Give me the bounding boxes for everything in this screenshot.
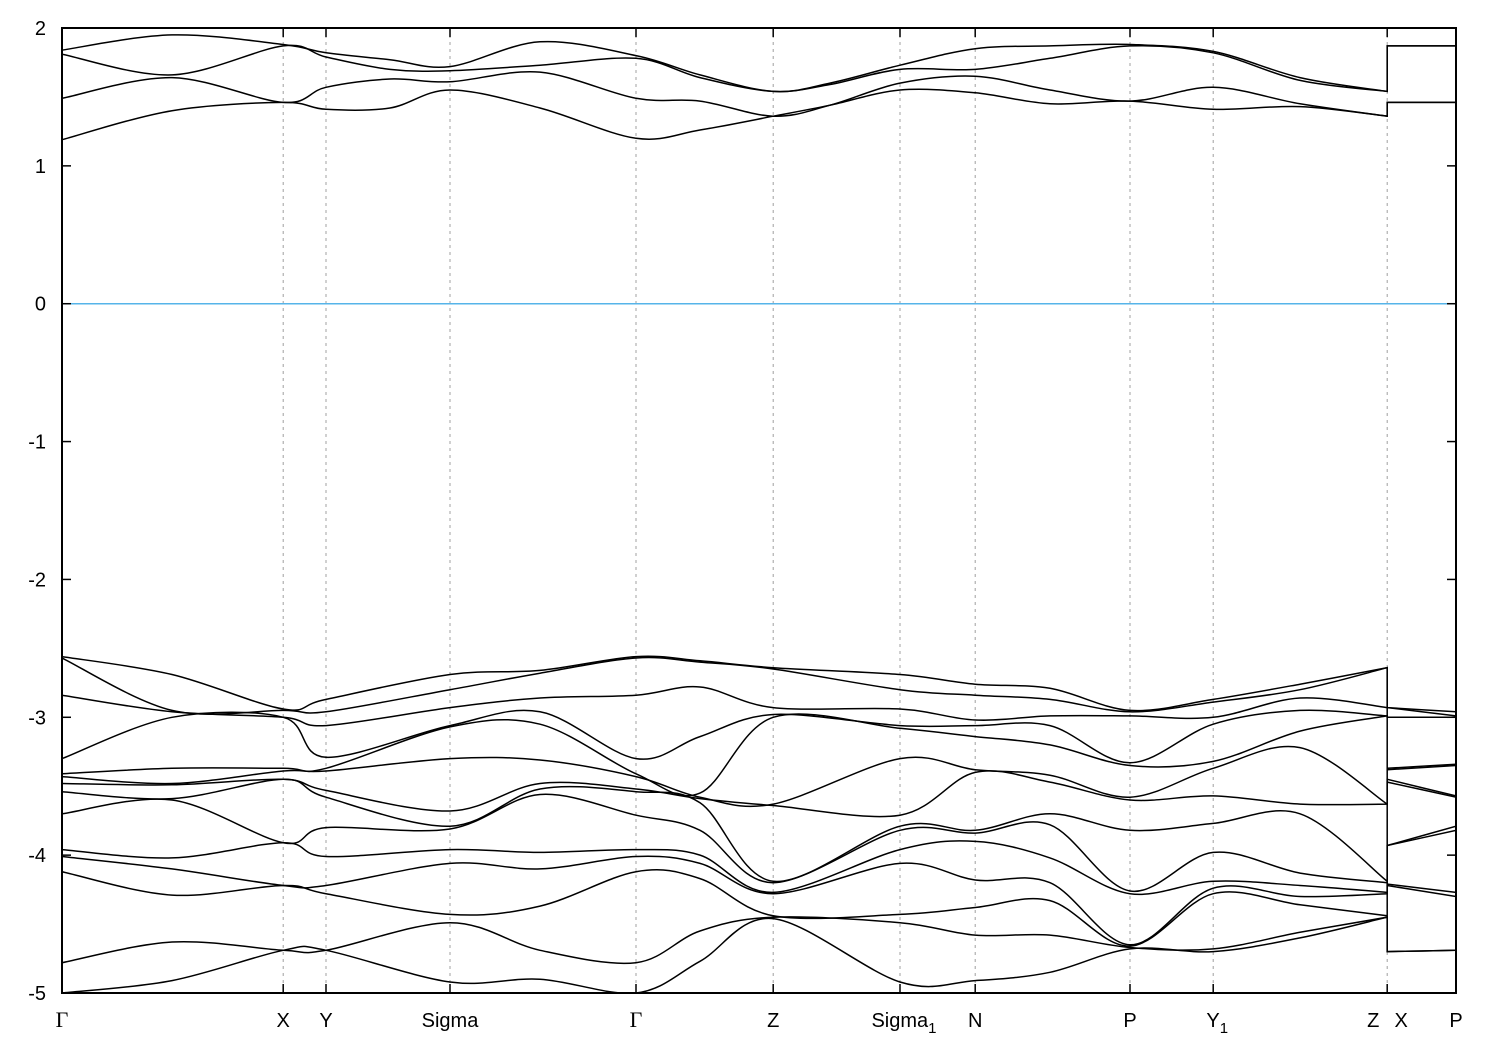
x-tick-label-text: Sigma [871, 1010, 929, 1032]
valence-band-9 [62, 793, 1456, 892]
x-tick-label: Γ [56, 1007, 69, 1032]
x-tick-label: Sigma1 [871, 1010, 936, 1037]
valence-band-14 [62, 916, 1456, 993]
y-tick-label: 2 [35, 18, 46, 40]
valence-band-13 [62, 916, 1456, 965]
x-tick-label: Z [1367, 1010, 1379, 1032]
y-tick-label: -2 [28, 569, 46, 591]
valence-band-5 [62, 713, 1456, 797]
x-tick-label-subscript: 1 [928, 1020, 936, 1037]
x-tick-label-subscript: 1 [1220, 1020, 1228, 1037]
y-tick-label: 0 [35, 294, 46, 316]
valence-band-6 [62, 745, 1456, 808]
x-tick-label-text: X [1395, 1010, 1408, 1032]
valence-band-3 [62, 685, 1456, 727]
valence-band-11 [62, 855, 1456, 946]
valence-band-8 [62, 778, 1456, 883]
x-tick-label: X [1395, 1010, 1408, 1032]
y-tick-label: -3 [28, 707, 46, 729]
y-tick-label: -1 [28, 432, 46, 454]
valence-band-7 [62, 770, 1456, 818]
x-tick-label-text: P [1123, 1010, 1136, 1032]
valence-band-10 [62, 829, 1456, 896]
x-tick-label: Sigma [422, 1010, 480, 1032]
x-tick-label: Z [767, 1010, 779, 1032]
x-tick-label-text: P [1449, 1010, 1462, 1032]
x-tick-label-text: Γ [56, 1007, 69, 1032]
plot-frame [61, 27, 1457, 994]
conduction-band-2 [62, 44, 1456, 93]
x-tick-label-text: Z [767, 1010, 779, 1032]
valence-band-2 [62, 656, 1456, 717]
y-axis: -5 -4 -3 -2 -1 0 1 2 [28, 18, 1456, 1005]
y-tick-label: 1 [35, 156, 46, 178]
x-tick-label-text: X [277, 1010, 290, 1032]
valence-band-12 [62, 869, 1456, 947]
conduction-band-4 [62, 88, 1456, 141]
bands [62, 34, 1456, 993]
y-tick-label: -5 [28, 983, 46, 1005]
valence-band-4 [62, 709, 1456, 764]
conduction-band-3 [62, 70, 1456, 118]
x-tick-label-text: Γ [630, 1007, 643, 1032]
x-tick-label-text: Y [1206, 1010, 1219, 1032]
x-tick-label: Y [319, 1010, 332, 1032]
x-tick-label: X [277, 1010, 290, 1032]
x-tick-label: P [1123, 1010, 1136, 1032]
y-tick-label: -4 [28, 845, 46, 867]
x-tick-label-text: Y [319, 1010, 332, 1032]
valence-band-1 [62, 655, 1456, 713]
x-tick-label-text: Z [1367, 1010, 1379, 1032]
x-tick-label-text: N [968, 1010, 982, 1032]
x-tick-label: P [1449, 1010, 1462, 1032]
x-tick-label: Γ [630, 1007, 643, 1032]
x-axis: Γ X Y Sigma Γ Z Sigma1 N P Y1 Z X P [56, 28, 1463, 1037]
x-tick-label: Y1 [1206, 1010, 1228, 1037]
x-tick-label: N [968, 1010, 982, 1032]
grid-lines [282, 28, 1388, 993]
x-tick-label-text: Sigma [422, 1010, 480, 1032]
